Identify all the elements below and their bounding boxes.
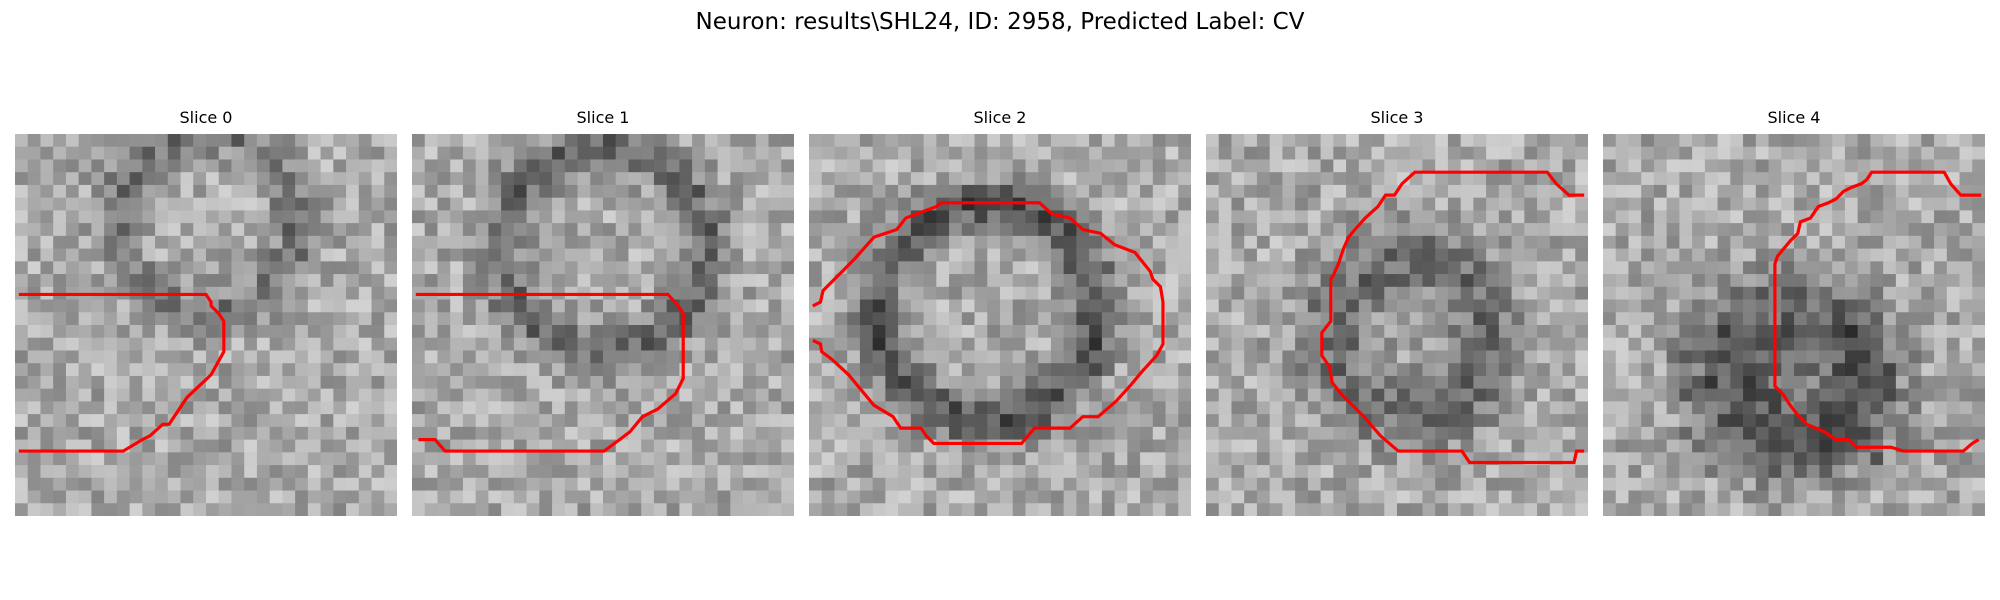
- slice-title: Slice 2: [973, 108, 1027, 127]
- slice-panel-0: Slice 0: [15, 108, 397, 524]
- slice-title: Slice 3: [1370, 108, 1424, 127]
- grayscale-pixels: [1206, 134, 1588, 516]
- slice-title: Slice 0: [179, 108, 233, 127]
- contour-line: [1320, 170, 1585, 465]
- grayscale-pixels: [809, 134, 1191, 516]
- grayscale-pixels: [412, 134, 794, 516]
- slice-panel-2: Slice 2: [809, 108, 1191, 524]
- contour-line: [1773, 170, 1982, 453]
- figure-title: Neuron: results\SHL24, ID: 2958, Predict…: [695, 9, 1305, 35]
- slice-panel-4: Slice 4: [1603, 108, 1985, 524]
- slice-image: [412, 134, 794, 516]
- slice-image: [1206, 134, 1588, 516]
- contour-line: [18, 292, 226, 453]
- slice-image: [1603, 134, 1985, 516]
- slice-panel-3: Slice 3: [1206, 108, 1588, 524]
- slice-title: Slice 4: [1767, 108, 1821, 127]
- slice-panel-1: Slice 1: [412, 108, 794, 524]
- slice-image: [15, 134, 397, 516]
- slice-image: [809, 134, 1191, 516]
- grayscale-pixels: [1603, 134, 1985, 516]
- slice-title: Slice 1: [576, 108, 630, 127]
- grayscale-pixels: [15, 134, 397, 516]
- contour-line: [415, 292, 685, 453]
- contour-line: [812, 201, 1165, 446]
